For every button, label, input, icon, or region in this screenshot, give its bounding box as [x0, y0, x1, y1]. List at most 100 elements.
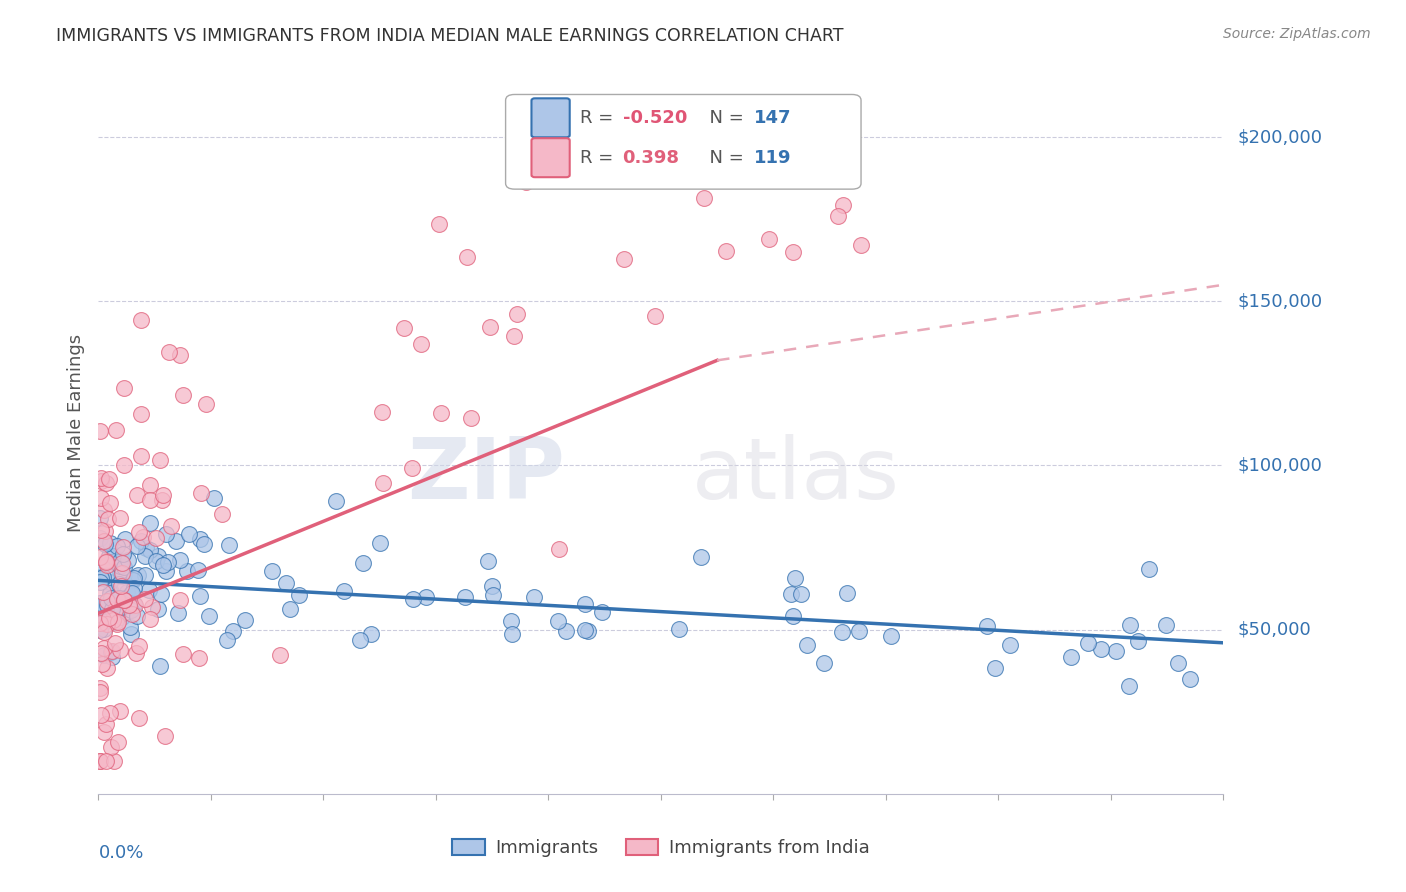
- Point: [803, 146, 825, 161]
- Point: [104, 423, 127, 437]
- Point: [193, 536, 215, 550]
- Point: [90, 559, 112, 574]
- Point: [574, 597, 596, 611]
- Point: [644, 309, 666, 323]
- FancyBboxPatch shape: [506, 95, 860, 189]
- Point: [782, 245, 804, 260]
- Point: [94, 754, 117, 768]
- Point: [89, 550, 111, 565]
- Point: [782, 609, 804, 624]
- Point: [125, 646, 148, 660]
- Point: [211, 508, 233, 522]
- Point: [107, 734, 129, 748]
- Point: [360, 627, 382, 641]
- Point: [105, 601, 128, 615]
- Point: [111, 609, 134, 624]
- Point: [110, 643, 132, 657]
- Point: [89, 623, 111, 637]
- Point: [110, 568, 132, 582]
- Point: [1000, 638, 1022, 652]
- Point: [134, 549, 156, 563]
- Point: [115, 585, 138, 599]
- Point: [160, 518, 183, 533]
- Point: [129, 407, 152, 421]
- Point: [89, 570, 111, 584]
- Point: [482, 588, 505, 602]
- Point: [145, 531, 167, 545]
- Point: [104, 603, 127, 617]
- Point: [89, 531, 111, 545]
- Point: [138, 542, 160, 557]
- Point: [591, 605, 613, 619]
- Point: [108, 592, 131, 607]
- Point: [849, 238, 872, 252]
- Point: [848, 624, 870, 639]
- Point: [100, 575, 122, 590]
- Point: [114, 559, 136, 574]
- Point: [128, 640, 150, 654]
- Point: [392, 321, 415, 335]
- Point: [515, 175, 537, 189]
- Point: [112, 382, 135, 396]
- Point: [134, 568, 156, 582]
- Point: [90, 523, 112, 537]
- Point: [90, 474, 112, 488]
- Point: [124, 571, 146, 585]
- Point: [479, 320, 502, 334]
- Point: [94, 537, 117, 551]
- Point: [104, 615, 127, 630]
- Point: [97, 512, 120, 526]
- Point: [506, 307, 529, 321]
- Point: [1154, 618, 1177, 632]
- Point: [112, 547, 135, 561]
- Point: [128, 711, 150, 725]
- Point: [124, 598, 146, 612]
- Point: [1090, 642, 1112, 657]
- Point: [481, 579, 503, 593]
- Point: [96, 476, 118, 491]
- Point: [523, 590, 546, 604]
- Point: [453, 591, 475, 605]
- Point: [111, 591, 134, 605]
- Point: [93, 640, 115, 655]
- Point: [105, 592, 128, 607]
- Point: [94, 554, 117, 568]
- Point: [172, 647, 194, 661]
- Point: [107, 607, 129, 621]
- Point: [129, 313, 152, 327]
- Point: [146, 549, 169, 563]
- Point: [169, 592, 191, 607]
- Point: [402, 591, 425, 606]
- Point: [1178, 672, 1201, 686]
- Point: [120, 603, 142, 617]
- Point: [91, 572, 114, 586]
- Point: [120, 620, 142, 634]
- Point: [165, 533, 187, 548]
- Text: atlas: atlas: [692, 434, 900, 517]
- Point: [93, 622, 115, 636]
- Point: [105, 607, 128, 621]
- Point: [118, 598, 141, 612]
- Point: [121, 573, 143, 587]
- Point: [152, 558, 174, 572]
- Point: [155, 565, 177, 579]
- Point: [456, 250, 478, 264]
- Point: [138, 583, 160, 598]
- Point: [169, 553, 191, 567]
- Point: [98, 549, 121, 563]
- Text: N =: N =: [697, 149, 749, 167]
- Point: [188, 532, 211, 546]
- Point: [371, 405, 394, 419]
- Point: [94, 555, 117, 569]
- Point: [131, 530, 153, 544]
- Y-axis label: Median Male Earnings: Median Male Earnings: [66, 334, 84, 532]
- Point: [976, 619, 998, 633]
- Point: [401, 460, 423, 475]
- Point: [501, 627, 523, 641]
- Text: $50,000: $50,000: [1237, 621, 1310, 639]
- Point: [188, 589, 211, 603]
- Point: [190, 485, 212, 500]
- Point: [125, 488, 148, 502]
- Point: [751, 146, 773, 161]
- Point: [101, 549, 124, 563]
